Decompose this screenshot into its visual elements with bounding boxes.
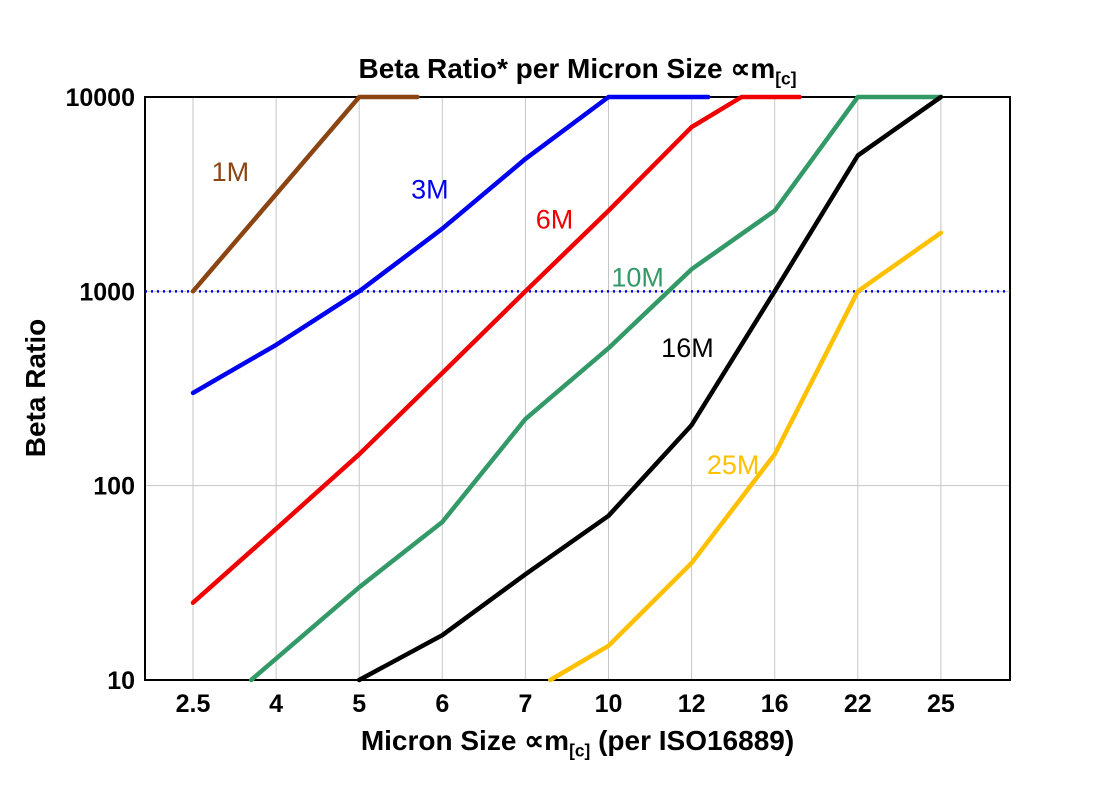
y-tick-label: 10 [107, 667, 135, 695]
plot-border [144, 96, 1011, 681]
chart-title-text: Beta Ratio* per Micron Size ∝m [358, 53, 776, 84]
x-axis-title: Micron Size ∝m[c] (per ISO16889) [145, 724, 1010, 762]
x-axis-title-subscript: [c] [569, 740, 591, 761]
x-tick-label: 10 [595, 690, 623, 718]
series-line-16M [356, 94, 944, 683]
series-line-10M [248, 94, 944, 683]
x-axis-title-rest: (per ISO16889) [590, 725, 795, 756]
x-tick-label: 7 [518, 690, 532, 718]
series-label-10M: 10M [611, 262, 664, 292]
y-tick-label: 1000 [79, 278, 135, 306]
y-tick-label: 10000 [65, 84, 135, 112]
x-tick-label: 22 [844, 690, 872, 718]
series-line-1M [190, 94, 420, 294]
series-label-3M: 3M [411, 175, 449, 205]
x-tick-label: 6 [435, 690, 449, 718]
chart-title-subscript: [c] [775, 68, 797, 89]
series-label-6M: 6M [536, 205, 574, 235]
series-label-1M: 1M [212, 157, 250, 187]
x-tick-label: 4 [269, 690, 283, 718]
x-tick-label: 25 [927, 690, 955, 718]
y-tick-label: 100 [93, 473, 135, 501]
series-label-16M: 16M [661, 333, 714, 363]
series-label-25M: 25M [707, 450, 760, 480]
chart-title: Beta Ratio* per Micron Size ∝m[c] [145, 52, 1010, 90]
x-axis-title-main: Micron Size ∝m [360, 725, 570, 756]
series-line-6M [190, 94, 802, 605]
series-line-25M [548, 230, 944, 683]
x-tick-label: 2.5 [176, 690, 211, 718]
series-line-3M [190, 94, 711, 396]
x-tick-label: 5 [352, 690, 366, 718]
x-tick-label: 12 [678, 690, 706, 718]
x-tick-label: 16 [761, 690, 789, 718]
